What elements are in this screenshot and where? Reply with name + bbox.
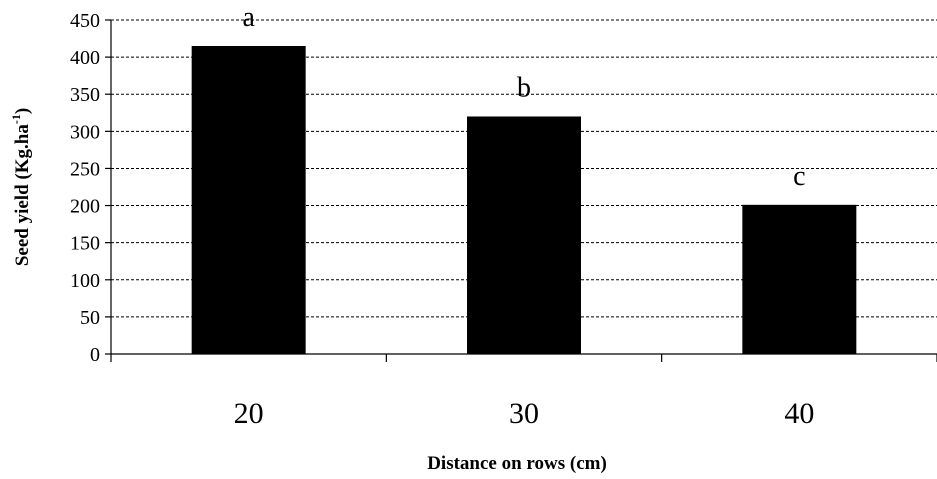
y-tick-label: 200	[70, 196, 100, 218]
x-tick-label: 40	[784, 397, 814, 430]
y-axis-title: Seed yield (Kg.ha-1)	[9, 108, 33, 266]
y-tick-label: 50	[80, 307, 100, 329]
bar	[191, 45, 306, 354]
bar	[467, 116, 581, 354]
x-tick-label: 20	[234, 397, 264, 430]
y-tick-label: 450	[70, 10, 100, 32]
bars	[191, 45, 857, 354]
y-axis-title-superscript: -1	[9, 114, 23, 124]
x-axis-title: Distance on rows (cm)	[427, 453, 607, 474]
significance-letters: a b c	[242, 2, 805, 192]
bar	[742, 204, 857, 354]
y-tick-label: 100	[70, 270, 100, 292]
y-axis-title-suffix: )	[12, 108, 33, 114]
y-tick-label: 350	[70, 84, 100, 106]
significance-letter: b	[517, 72, 531, 103]
axes	[110, 20, 937, 355]
y-ticks: 0 50 100 150 200 250 300 350 400 450	[70, 10, 111, 366]
x-ticks: 20 30 40	[110, 354, 937, 430]
x-tick-label: 30	[509, 397, 539, 430]
y-tick-label: 0	[90, 344, 100, 366]
significance-letter: a	[242, 2, 255, 33]
y-tick-label: 250	[70, 158, 100, 180]
y-tick-label: 300	[70, 121, 100, 143]
significance-letter: c	[793, 161, 805, 192]
y-tick-label: 400	[70, 47, 100, 69]
y-tick-label: 150	[70, 233, 100, 255]
y-axis-title-main: Seed yield (Kg.ha	[12, 124, 33, 266]
